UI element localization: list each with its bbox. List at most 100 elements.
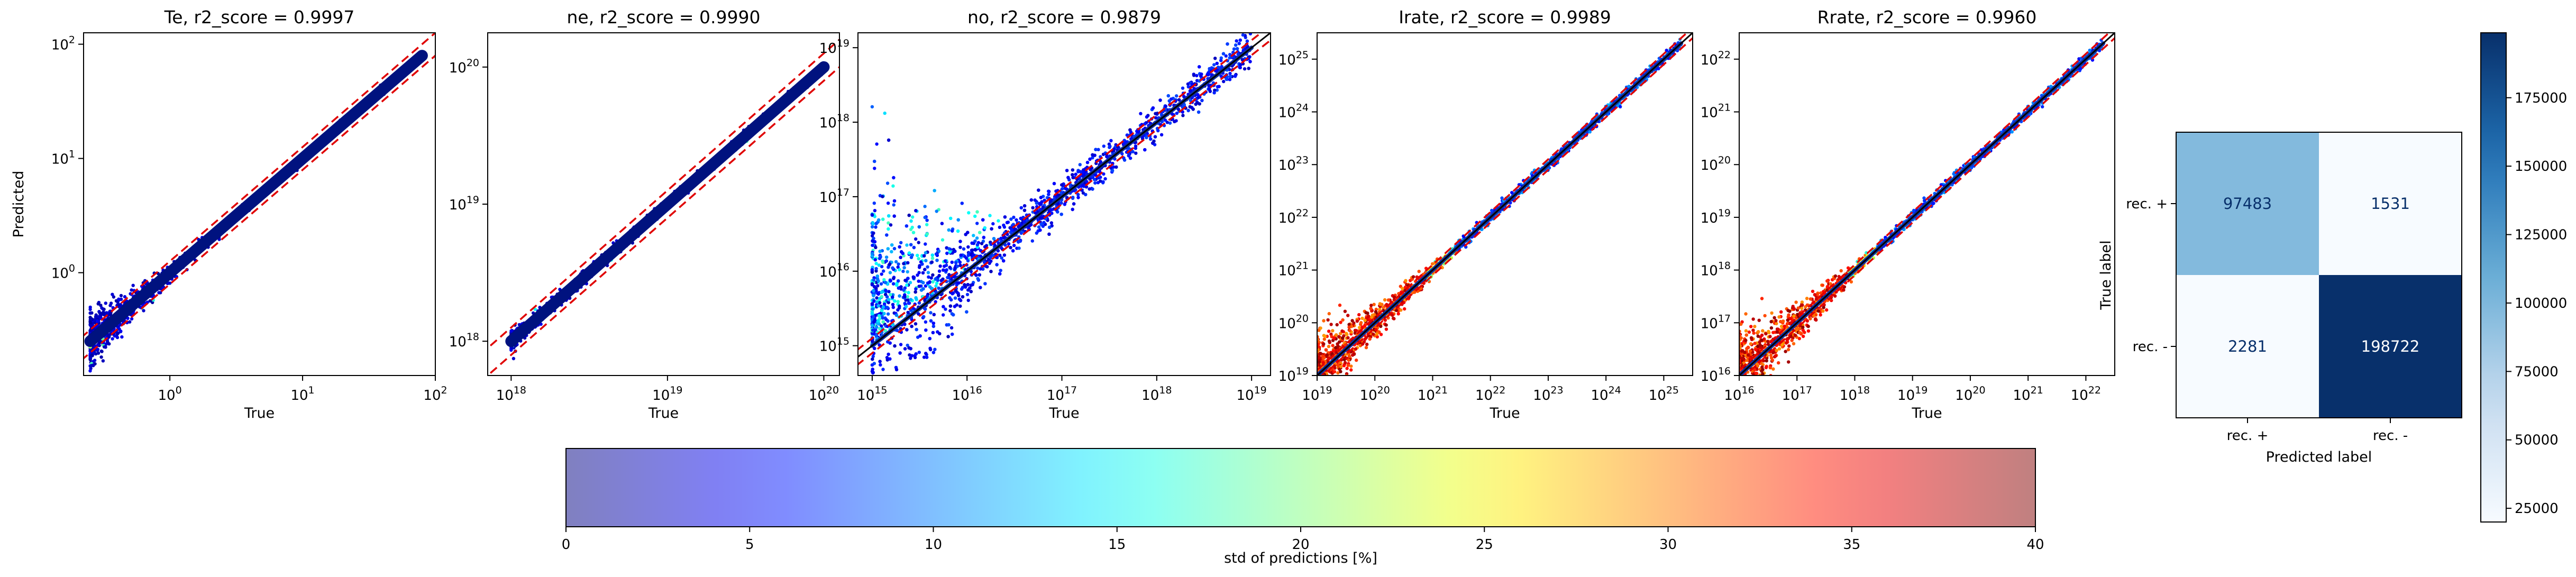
scatter-point — [510, 346, 514, 350]
scatter-point — [99, 355, 103, 359]
scatter-point — [962, 247, 966, 251]
scatter-point — [109, 301, 113, 305]
scatter-point — [975, 236, 979, 240]
scatter-point — [908, 281, 912, 285]
y-tick-label: 1019 — [449, 194, 479, 213]
scatter-point — [882, 399, 885, 402]
scatter-point — [886, 319, 890, 323]
scatter-point — [91, 363, 95, 367]
scatter-point — [533, 307, 537, 312]
scatter-point — [929, 311, 933, 315]
scatter-point — [871, 409, 874, 413]
y-tick-exp: 19 — [467, 194, 479, 206]
scatter-point — [882, 269, 885, 273]
x-tick-label: 101 — [290, 384, 314, 404]
scatter-point — [976, 266, 980, 270]
scatter-point — [126, 316, 130, 320]
scatter-point — [142, 309, 145, 313]
scatter-point — [896, 308, 900, 312]
scatter-point — [894, 260, 898, 264]
scatter-point — [892, 203, 896, 207]
scatter-point — [119, 294, 123, 298]
scatter-point — [95, 348, 99, 352]
scatter-point — [882, 400, 885, 404]
x-tick-base: 10 — [652, 388, 670, 404]
scatter-points — [870, 29, 1254, 445]
scatter-point — [1240, 29, 1244, 32]
scatter-point — [899, 241, 903, 244]
scatter-point — [966, 298, 970, 303]
scatter-point — [1012, 243, 1016, 248]
scatter-point — [917, 279, 920, 283]
scatter-point — [97, 315, 101, 318]
scatter-point — [875, 410, 878, 414]
scatter-point — [111, 337, 114, 341]
reference-lines — [488, 38, 839, 375]
scatter-point — [887, 138, 891, 142]
scatter-point — [942, 313, 945, 317]
scatter-point — [883, 111, 887, 115]
scatter-point — [914, 322, 918, 326]
y-tick-label: 100 — [51, 263, 75, 282]
scatter-point — [1065, 169, 1069, 172]
scatter-point — [925, 223, 929, 226]
scatter-point — [1047, 193, 1051, 196]
scatter-point — [905, 283, 909, 287]
scatter-point — [1175, 94, 1179, 98]
scatter-point — [911, 215, 915, 219]
scatter-point — [892, 176, 896, 180]
y-tick-base: 10 — [51, 38, 69, 53]
scatter-point — [917, 351, 921, 354]
y-axis-label: Predicted — [11, 171, 27, 238]
scatter-point — [101, 359, 105, 363]
scatter-point — [95, 319, 99, 323]
scatter-point — [917, 257, 920, 261]
scatter-point — [1002, 253, 1007, 257]
scatter-point — [975, 222, 979, 225]
x-tick-base: 10 — [809, 388, 826, 404]
scatter-point — [1213, 57, 1217, 60]
scatter-point — [880, 442, 883, 445]
scatter-point — [1159, 133, 1164, 136]
lower-band-line — [488, 66, 839, 375]
scatter-point — [875, 142, 879, 146]
scatter-point — [88, 315, 92, 319]
scatter-point — [1198, 65, 1201, 69]
scatter-point — [906, 376, 909, 379]
scatter-point — [880, 272, 883, 276]
scatter-point — [929, 347, 933, 352]
scatter-point — [898, 294, 901, 298]
scatter-point — [881, 368, 885, 371]
scatter-point — [96, 351, 101, 355]
scatter-point — [1078, 163, 1082, 167]
scatter-point — [924, 352, 928, 355]
scatter-point — [949, 326, 954, 329]
scatter-point — [933, 347, 937, 351]
scatter-point — [958, 245, 962, 249]
scatter-point — [107, 333, 111, 337]
scatter-point — [895, 381, 898, 384]
y-tick-exp: 18 — [467, 331, 479, 343]
scatter-point — [100, 350, 104, 353]
dense-point-cloud — [505, 61, 830, 347]
scatter-point — [1134, 144, 1138, 148]
scatter-point — [88, 369, 92, 373]
scatter-point — [1056, 210, 1059, 214]
scatter-point — [901, 269, 905, 273]
scatter-point — [94, 313, 98, 317]
scatter-point — [1139, 112, 1143, 115]
scatter-point — [885, 181, 890, 185]
scatter-point — [928, 280, 932, 284]
scatter-point — [874, 262, 878, 265]
lower-band-line — [84, 54, 435, 360]
x-tick-exp: 18 — [514, 384, 526, 396]
scatter-point — [874, 416, 877, 419]
scatter-point — [93, 380, 96, 383]
scatter-point — [931, 273, 935, 277]
scatter-point — [117, 327, 121, 331]
scatter-point — [923, 205, 927, 208]
scatter-point — [926, 271, 930, 274]
scatter-point — [909, 382, 912, 386]
scatter-point — [88, 311, 92, 315]
scatter-point — [906, 295, 910, 299]
